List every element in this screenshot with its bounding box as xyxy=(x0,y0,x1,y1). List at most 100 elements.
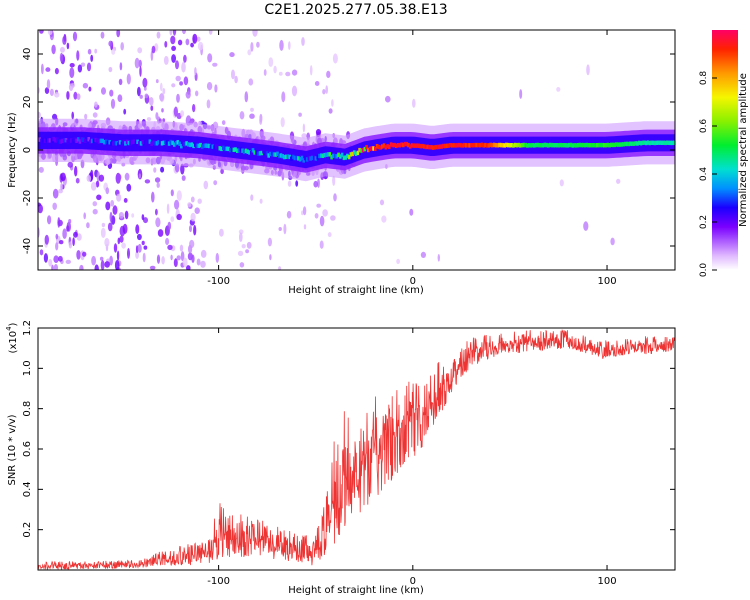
spectrogram-noise-cell xyxy=(161,108,164,113)
spectrogram-noise-cell xyxy=(115,173,122,181)
spectrogram-noise-cell xyxy=(196,258,201,266)
spectrogram-noise-cell xyxy=(234,75,238,84)
spectrogram-ridge-cell xyxy=(555,143,559,148)
snr-x-tick-label: 0 xyxy=(410,576,416,587)
spectrogram-noise-cell xyxy=(72,237,75,247)
spectrogram-ridge-cell xyxy=(50,138,54,143)
spectrogram-ridge-cell xyxy=(548,142,552,148)
spectrogram-ridge-cell xyxy=(499,142,503,148)
spectrogram-noise-cell xyxy=(100,31,105,39)
spectrogram-ridge-cell xyxy=(89,139,92,144)
spectrogram-noise-cell xyxy=(192,104,196,113)
spectrogram-ridge-cell xyxy=(450,143,454,148)
spectrogram-ridge-cell xyxy=(143,140,146,145)
spectrogram-noise-cell xyxy=(171,45,177,52)
spectrogram-ridge-cell xyxy=(412,143,416,148)
spectrogram-noise-cell xyxy=(586,64,590,76)
spectrogram-ridge-cell xyxy=(153,141,157,146)
spectrogram-ridge-cell xyxy=(533,143,536,148)
spectrogram-noise-cell xyxy=(332,175,336,186)
spectrogram-noise-cell xyxy=(437,253,440,262)
spectrogram-ridge-cell xyxy=(323,152,326,158)
spectrogram-ridge-cell xyxy=(59,139,62,144)
spectrogram-ridge-cell xyxy=(540,143,543,148)
spectrogram-noise-cell xyxy=(179,244,184,252)
spectrogram-ridge-cell xyxy=(375,144,379,149)
spectrogram-ridge-cell xyxy=(361,148,365,153)
spectrogram-ridge-cell xyxy=(125,139,129,144)
spectrogram-noise-cell xyxy=(185,38,190,46)
spectrogram-ridge-cell xyxy=(332,153,335,159)
spectrogram-ridge-cell xyxy=(379,145,382,150)
spectrogram-y-tick-label: -20 xyxy=(22,190,33,206)
spectrogram-noise-cell xyxy=(138,173,141,179)
spectrogram-ridge-cell xyxy=(631,141,634,146)
spectrogram-noise-cell xyxy=(73,231,78,238)
spectrogram-noise-cell xyxy=(161,256,165,265)
spectrogram-ridge-cell xyxy=(583,143,587,148)
spectrogram-ridge-cell xyxy=(87,137,90,142)
spectrogram-noise-cell xyxy=(66,225,70,232)
spectrogram-noise-cell xyxy=(67,161,74,168)
spectrogram-ridge-cell xyxy=(312,155,316,160)
spectrogram-noise-cell xyxy=(124,172,130,181)
spectrogram-noise-cell xyxy=(177,39,183,46)
spectrogram-ridge-cell xyxy=(188,142,192,148)
spectrogram-ridge-cell xyxy=(152,140,155,145)
spectrogram-ridge-cell xyxy=(187,142,190,147)
spectrogram-ridge-cell xyxy=(208,143,211,149)
spectrogram-ridge-cell xyxy=(587,143,590,148)
spectrogram-ridge-cell xyxy=(482,143,485,148)
spectrogram-ridge-cell xyxy=(517,142,520,148)
spectrogram-ridge-cell xyxy=(192,143,195,149)
spectrogram-ridge-cell xyxy=(342,155,346,161)
spectrogram-ridge-cell xyxy=(298,157,302,162)
spectrogram-noise-cell xyxy=(62,35,67,45)
spectrogram-ridge-cell xyxy=(339,154,342,159)
spectrogram-noise-cell xyxy=(101,87,106,95)
spectrogram-ridge-cell xyxy=(167,141,171,146)
spectrogram-ridge-cell xyxy=(416,143,419,148)
spectrogram-noise-cell xyxy=(118,212,124,219)
spectrogram-ridge-cell xyxy=(547,143,550,148)
spectrogram-noise-cell xyxy=(179,81,184,86)
spectrogram-noise-cell xyxy=(76,233,82,241)
spectrogram-noise-cell xyxy=(62,228,67,239)
spectrogram-noise-cell xyxy=(151,191,155,203)
spectrogram-ridge-cell xyxy=(258,151,262,156)
spectrogram-noise-cell xyxy=(68,219,72,224)
colorbar-tick-label: 0.4 xyxy=(699,167,709,182)
spectrogram-noise-cell xyxy=(317,178,320,188)
spectrogram-noise-cell xyxy=(101,222,106,228)
spectrogram-ridge-cell xyxy=(234,147,237,152)
spectrogram-noise-cell xyxy=(88,86,92,92)
spectrogram-ridge-cell xyxy=(204,143,208,148)
spectrogram-noise-cell xyxy=(314,81,320,86)
spectrogram-noise-cell xyxy=(143,245,148,250)
spectrogram-noise-cell xyxy=(190,42,195,48)
spectrogram-ridge-cell xyxy=(164,140,167,145)
spectrogram-ridge-cell xyxy=(402,142,405,148)
spectrogram-noise-cell xyxy=(214,84,218,93)
spectrogram-noise-cell xyxy=(213,180,218,186)
spectrogram-noise-cell xyxy=(196,36,201,42)
spectrogram-noise-cell xyxy=(108,66,113,73)
spectrogram-noise-cell xyxy=(286,210,292,219)
spectrogram-ridge-cell xyxy=(589,143,592,148)
spectrogram-ridge-cell xyxy=(181,141,185,147)
spectrogram-ridge-cell xyxy=(83,138,87,143)
spectrogram-ridge-cell xyxy=(297,156,300,161)
spectrogram-y-tick-label: 20 xyxy=(22,96,33,109)
spectrogram-noise-cell xyxy=(47,30,53,35)
spectrogram-ridge-cell xyxy=(575,143,578,148)
spectrogram-ridge-cell xyxy=(665,140,669,145)
spectrogram-ridge-cell xyxy=(64,138,68,143)
spectrogram-ridge-cell xyxy=(284,154,288,159)
spectrogram-noise-cell xyxy=(583,221,589,231)
spectrogram-noise-cell xyxy=(155,217,161,228)
spectrogram-noise-cell xyxy=(94,101,98,108)
spectrogram-noise-cell xyxy=(191,254,195,263)
spectrogram-noise-cell xyxy=(151,45,156,54)
spectrogram-noise-cell xyxy=(559,179,564,187)
spectrogram-noise-cell xyxy=(135,250,140,259)
